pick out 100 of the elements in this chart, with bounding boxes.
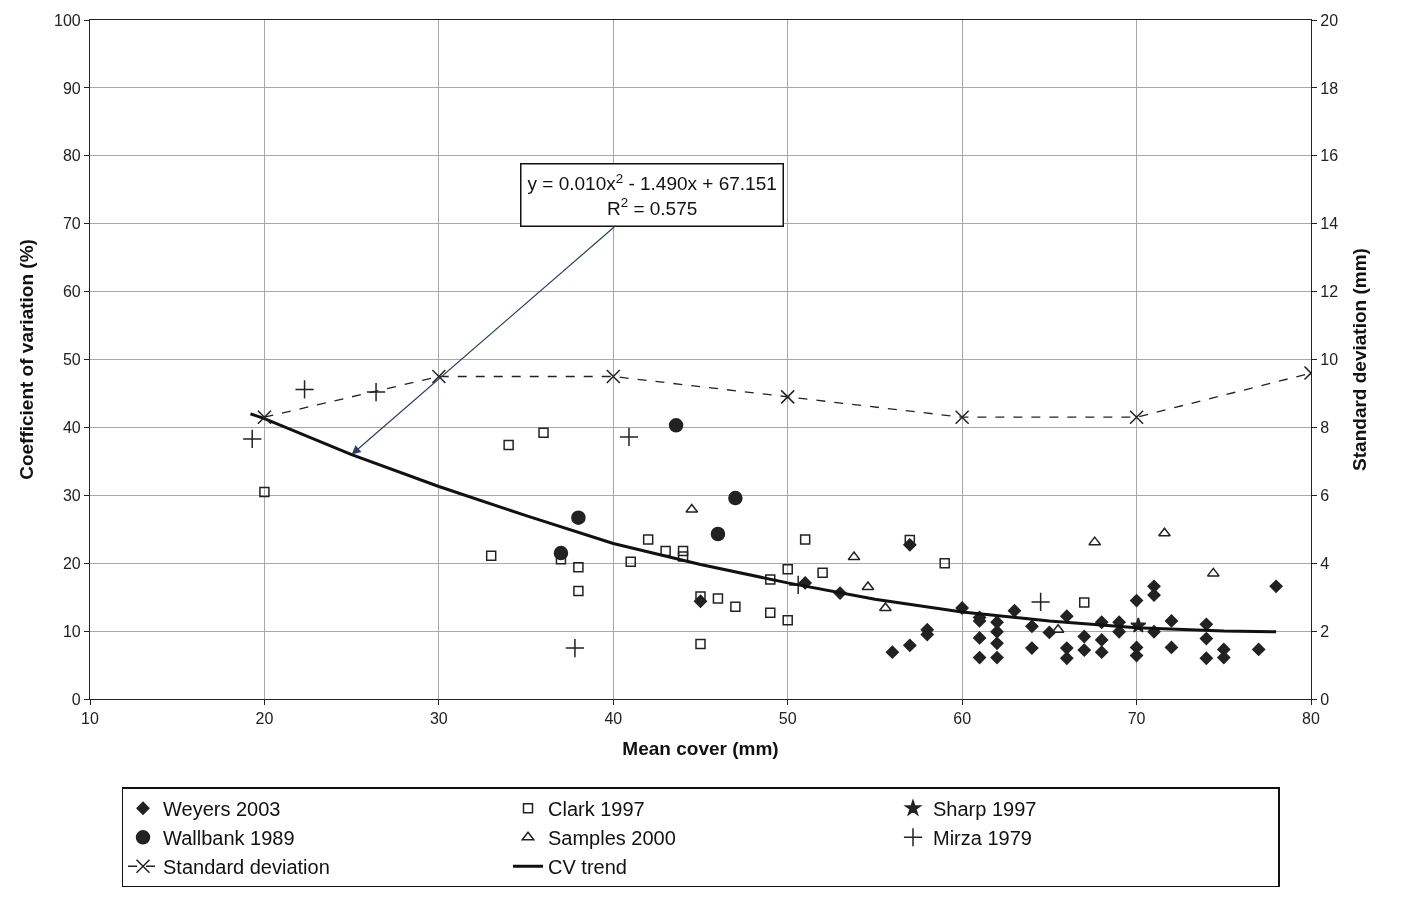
point xyxy=(861,581,875,591)
point xyxy=(878,602,892,612)
point xyxy=(939,557,950,569)
point xyxy=(1051,623,1065,633)
point xyxy=(765,607,776,619)
point xyxy=(903,638,917,652)
point xyxy=(1199,617,1213,631)
point xyxy=(677,545,689,557)
point xyxy=(625,556,636,568)
point xyxy=(257,409,272,425)
point xyxy=(780,389,795,405)
x-tick-label: 20 xyxy=(255,710,274,728)
y-tick-label: 100 xyxy=(54,11,81,29)
point xyxy=(1077,629,1091,644)
annotation: y = 0.010x$^{2}$ - 1.490x + 67.151 R$^{2}$ = 0.575 xyxy=(527,170,777,220)
y2-tick-label: 16 xyxy=(1320,147,1339,165)
y-axis-title: Coefficient of variation (%) xyxy=(15,239,37,480)
y2-tick-label: 4 xyxy=(1320,554,1330,572)
point xyxy=(553,545,569,561)
point xyxy=(710,526,726,542)
point xyxy=(1112,625,1126,639)
point xyxy=(954,409,970,425)
legend-label: Standard deviation xyxy=(163,856,330,879)
point xyxy=(990,650,1004,665)
legend-label: Clark 1997 xyxy=(548,798,645,821)
point xyxy=(1095,633,1109,647)
point xyxy=(573,585,584,597)
point xyxy=(1129,593,1144,608)
point xyxy=(538,427,549,439)
point xyxy=(972,650,987,665)
y2-tick-label: 8 xyxy=(1320,419,1330,436)
point xyxy=(817,567,828,578)
point xyxy=(677,551,689,562)
point xyxy=(1157,527,1171,537)
point xyxy=(242,429,263,449)
point xyxy=(1025,641,1039,655)
point xyxy=(660,545,671,557)
point xyxy=(1025,619,1039,633)
point xyxy=(431,369,447,384)
y2-tick-label: 18 xyxy=(1320,79,1339,97)
y-tick-label: 20 xyxy=(62,554,81,572)
point xyxy=(1147,579,1161,593)
point xyxy=(765,574,776,585)
point xyxy=(990,625,1004,639)
point xyxy=(1199,651,1213,665)
point xyxy=(990,636,1004,650)
y-tick-label: 0 xyxy=(71,690,81,708)
point xyxy=(1077,643,1091,657)
point xyxy=(1060,641,1074,655)
legend-label: Weyers 2003 xyxy=(163,798,281,821)
y-tick-label: 10 xyxy=(62,622,81,640)
point xyxy=(730,601,741,612)
point xyxy=(573,562,584,573)
point xyxy=(1206,567,1220,577)
point xyxy=(1060,609,1074,623)
point xyxy=(1095,645,1109,659)
y-tick-label: 80 xyxy=(62,147,81,165)
legend-label: Sharp 1997 xyxy=(933,798,1037,821)
point xyxy=(1199,631,1213,646)
point xyxy=(782,564,793,575)
x-tick-label: 10 xyxy=(81,710,99,728)
point xyxy=(619,427,639,447)
point xyxy=(1129,409,1144,425)
point xyxy=(668,418,684,433)
point xyxy=(990,615,1004,629)
point xyxy=(1042,625,1056,640)
x-tick-label: 70 xyxy=(1127,710,1146,728)
point xyxy=(503,439,514,451)
y2-tick-label: 14 xyxy=(1320,215,1339,233)
point xyxy=(972,631,987,645)
point xyxy=(565,638,585,658)
point xyxy=(1030,592,1051,612)
y2-tick-label: 10 xyxy=(1320,351,1339,369)
x-tick-label: 60 xyxy=(953,710,972,728)
x-tick-label: 50 xyxy=(778,710,797,728)
point xyxy=(259,486,270,498)
point xyxy=(1252,642,1266,657)
y-tick-label: 60 xyxy=(62,283,81,301)
y-tick-label: 30 xyxy=(62,486,81,504)
point xyxy=(685,503,699,513)
y2-tick-label: 0 xyxy=(1320,690,1330,708)
point xyxy=(294,379,315,400)
point xyxy=(847,551,861,561)
y2-tick-label: 12 xyxy=(1320,283,1339,301)
legend-label: Wallbank 1989 xyxy=(163,827,295,850)
y-tick-label: 90 xyxy=(62,79,81,97)
point xyxy=(728,490,743,506)
point xyxy=(695,638,706,650)
point xyxy=(782,614,793,626)
point xyxy=(1088,536,1102,546)
y2-tick-label: 6 xyxy=(1320,486,1330,504)
y-tick-label: 70 xyxy=(62,215,81,233)
y2-axis-title: Standard deviation (mm) xyxy=(1349,248,1370,471)
point xyxy=(1060,651,1074,665)
point xyxy=(1007,604,1022,618)
point xyxy=(1164,640,1179,654)
point xyxy=(1147,588,1161,602)
x-axis-title: Mean cover (mm) xyxy=(622,738,779,760)
point xyxy=(485,550,497,561)
x-tick-label: 80 xyxy=(1302,710,1320,728)
